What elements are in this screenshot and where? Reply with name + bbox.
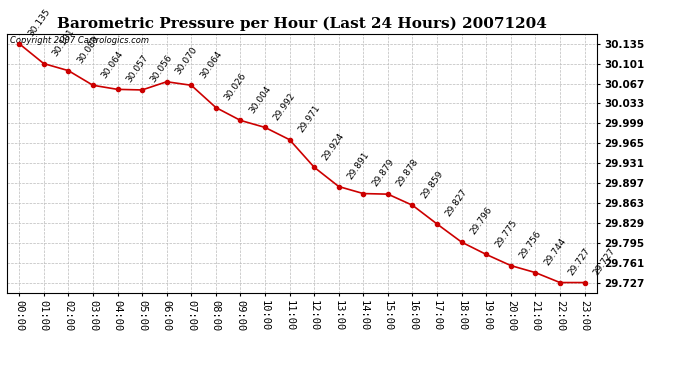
Text: 29.879: 29.879 — [371, 157, 395, 188]
Text: 29.796: 29.796 — [469, 206, 494, 237]
Text: 29.878: 29.878 — [395, 158, 420, 189]
Text: 29.859: 29.859 — [420, 169, 445, 200]
Text: 30.089: 30.089 — [75, 34, 101, 65]
Text: 30.026: 30.026 — [223, 71, 248, 102]
Title: Barometric Pressure per Hour (Last 24 Hours) 20071204: Barometric Pressure per Hour (Last 24 Ho… — [57, 17, 546, 31]
Text: 30.135: 30.135 — [26, 7, 52, 38]
Text: 29.891: 29.891 — [346, 150, 371, 181]
Text: Copyright 2007 Cartrologics.com: Copyright 2007 Cartrologics.com — [10, 36, 149, 45]
Text: 29.744: 29.744 — [542, 236, 568, 267]
Text: 29.992: 29.992 — [272, 91, 297, 122]
Text: 29.727: 29.727 — [591, 246, 617, 277]
Text: 29.924: 29.924 — [321, 131, 346, 162]
Text: 29.727: 29.727 — [567, 246, 592, 277]
Text: 29.827: 29.827 — [444, 188, 469, 219]
Text: 29.971: 29.971 — [297, 103, 322, 134]
Text: 30.056: 30.056 — [149, 53, 175, 84]
Text: 30.057: 30.057 — [124, 53, 150, 84]
Text: 30.070: 30.070 — [174, 45, 199, 76]
Text: 29.775: 29.775 — [493, 218, 519, 249]
Text: 30.064: 30.064 — [100, 49, 126, 80]
Text: 30.064: 30.064 — [198, 49, 224, 80]
Text: 30.101: 30.101 — [51, 27, 76, 58]
Text: 29.756: 29.756 — [518, 229, 543, 260]
Text: 30.004: 30.004 — [248, 84, 273, 115]
